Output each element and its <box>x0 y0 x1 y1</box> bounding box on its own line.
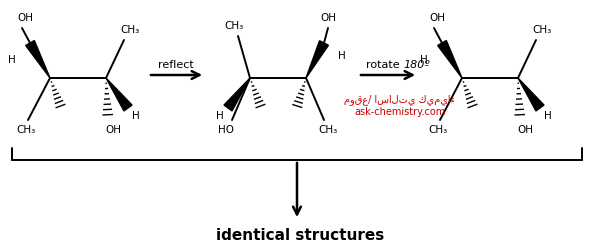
Text: H: H <box>216 111 224 121</box>
Text: ask-chemistry.com: ask-chemistry.com <box>355 107 446 117</box>
Polygon shape <box>518 78 544 111</box>
Text: H: H <box>338 51 346 61</box>
Text: OH: OH <box>429 13 445 23</box>
Polygon shape <box>26 40 50 78</box>
Text: CH₃: CH₃ <box>319 125 338 135</box>
Polygon shape <box>224 78 250 111</box>
Text: H: H <box>8 55 16 65</box>
Text: OH: OH <box>17 13 33 23</box>
Text: H: H <box>420 55 428 65</box>
Text: OH: OH <box>517 125 533 135</box>
Text: rotate: rotate <box>366 60 403 70</box>
Text: H: H <box>132 111 140 121</box>
Polygon shape <box>437 40 462 78</box>
Text: OH: OH <box>105 125 121 135</box>
Text: CH₃: CH₃ <box>224 21 244 31</box>
Text: CH₃: CH₃ <box>532 25 551 35</box>
Text: CH₃: CH₃ <box>16 125 35 135</box>
Text: H: H <box>544 111 552 121</box>
Polygon shape <box>306 41 328 78</box>
Polygon shape <box>106 78 132 111</box>
Text: 180º: 180º <box>403 60 430 70</box>
Text: CH₃: CH₃ <box>428 125 448 135</box>
Text: CH₃: CH₃ <box>121 25 140 35</box>
Text: identical structures: identical structures <box>216 228 384 242</box>
Text: OH: OH <box>320 13 336 23</box>
Text: HO: HO <box>218 125 234 135</box>
Text: reflect: reflect <box>158 60 194 70</box>
Text: موقع/ اسالتي كيمياء: موقع/ اسالتي كيمياء <box>344 94 455 106</box>
